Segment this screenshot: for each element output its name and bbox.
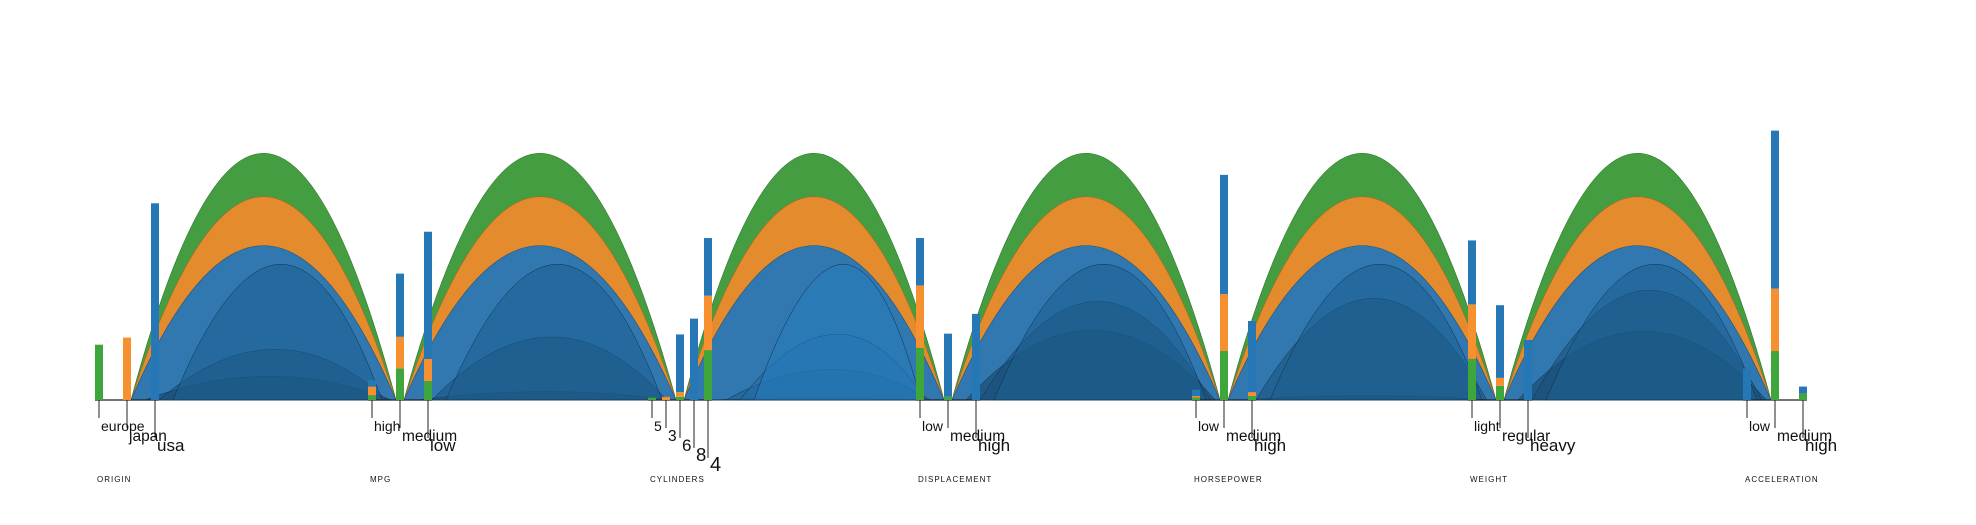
bar-acceleration-high-europe: [1799, 393, 1807, 400]
bar-displacement-low-europe: [916, 347, 924, 400]
dim-title-mpg: MPG: [370, 475, 391, 484]
label-displacement-low: low: [922, 418, 944, 434]
label-cylinders-3: 3: [668, 428, 677, 445]
bar-origin-usa-usa: [151, 203, 159, 400]
label-origin-japan: japan: [128, 428, 167, 445]
dim-title-weight: WEIGHT: [1470, 475, 1508, 484]
bar-acceleration-medium-japan: [1771, 288, 1779, 352]
bar-horsepower-low-europe: [1192, 397, 1200, 400]
ribbon-cylinders-cat-4: [753, 264, 921, 401]
category-bars-layer: [95, 130, 1807, 400]
bar-horsepower-medium-japan: [1220, 294, 1228, 352]
dim-title-acceleration: ACCELERATION: [1745, 475, 1819, 484]
bar-horsepower-high-usa: [1248, 321, 1256, 393]
label-horsepower-low: low: [1198, 418, 1220, 434]
bar-cylinders-3-japan: [662, 396, 670, 400]
bar-mpg-medium-japan: [396, 336, 404, 369]
bar-displacement-medium-usa: [944, 333, 952, 397]
label-weight-heavy: heavy: [1530, 436, 1576, 455]
bar-mpg-high-europe: [368, 395, 376, 400]
bar-horsepower-high-japan: [1248, 392, 1256, 397]
bar-displacement-low-japan: [916, 285, 924, 348]
bar-displacement-low-usa: [916, 238, 924, 286]
label-weight-light: light: [1474, 418, 1500, 434]
bar-cylinders-4-japan: [704, 295, 712, 351]
bar-origin-japan-japan: [123, 337, 131, 400]
bar-cylinders-4-europe: [704, 350, 712, 400]
bar-mpg-low-japan: [424, 358, 432, 382]
bar-horsepower-medium-usa: [1220, 174, 1228, 295]
bar-displacement-high-usa: [972, 313, 980, 400]
bar-weight-regular-europe: [1496, 385, 1504, 400]
bar-cylinders-6-europe: [676, 396, 684, 400]
bar-mpg-low-usa: [424, 231, 432, 359]
bar-acceleration-medium-europe: [1771, 351, 1779, 400]
bar-cylinders-4-usa: [704, 238, 712, 296]
bar-weight-light-usa: [1468, 240, 1476, 305]
bar-horsepower-medium-europe: [1220, 351, 1228, 400]
bar-displacement-medium-europe: [944, 396, 952, 400]
ribbon-horsepower-cat-high: [1269, 264, 1483, 401]
ribbon-mpg-cat-low: [445, 264, 663, 401]
dim-title-cylinders: CYLINDERS: [650, 475, 705, 484]
label-displacement-medium: medium: [950, 428, 1005, 445]
dim-title-displacement: DISPLACEMENT: [918, 475, 992, 484]
label-mpg-high: high: [374, 418, 400, 434]
bar-cylinders-6-usa: [676, 334, 684, 393]
label-mpg-low: low: [430, 436, 456, 455]
label-horsepower-high: high: [1254, 436, 1286, 455]
bar-acceleration-high-usa: [1799, 386, 1807, 394]
bar-cylinders-6-japan: [676, 392, 684, 397]
bar-cylinders-8-usa: [690, 318, 698, 400]
bar-mpg-high-japan: [368, 386, 376, 396]
label-displacement-high: high: [978, 436, 1010, 455]
label-cylinders-4: 4: [710, 454, 721, 476]
label-origin-usa: usa: [157, 436, 185, 455]
bar-acceleration-medium-usa: [1771, 130, 1779, 289]
label-mpg-medium: medium: [402, 428, 457, 445]
bar-weight-regular-japan: [1496, 377, 1504, 386]
dim-title-horsepower: HORSEPOWER: [1194, 475, 1263, 484]
bar-mpg-medium-europe: [396, 368, 404, 400]
ribbon-origin-cat-usa: [172, 264, 383, 401]
label-cylinders-6: 6: [682, 436, 691, 455]
bar-weight-heavy-usa: [1524, 339, 1532, 400]
label-cylinders-5: 5: [654, 418, 662, 434]
bar-weight-light-europe: [1468, 358, 1476, 400]
bar-horsepower-high-europe: [1248, 396, 1256, 400]
label-horsepower-medium: medium: [1226, 428, 1281, 445]
bar-mpg-low-europe: [424, 381, 432, 400]
bar-mpg-high-usa: [368, 380, 376, 387]
label-origin-europe: europe: [101, 418, 145, 434]
bar-mpg-medium-usa: [396, 273, 404, 337]
bar-origin-europe-europe: [95, 344, 103, 400]
bar-weight-light-japan: [1468, 304, 1476, 359]
bar-cylinders-5-europe: [648, 397, 656, 400]
label-weight-regular: regular: [1502, 428, 1550, 445]
label-acceleration-high: high: [1805, 436, 1837, 455]
ribbon-weight-cat-heavy: [1545, 264, 1758, 401]
label-acceleration-low: low: [1749, 418, 1771, 434]
dim-title-origin: ORIGIN: [97, 475, 131, 484]
ribbon-displacement-cat-high: [993, 264, 1207, 401]
label-acceleration-medium: medium: [1777, 428, 1832, 445]
ribbon-layer: [130, 152, 1772, 401]
label-cylinders-8: 8: [696, 444, 706, 465]
bar-horsepower-low-japan: [1192, 396, 1200, 398]
bar-acceleration-low-usa: [1743, 368, 1751, 400]
bar-horsepower-low-usa: [1192, 389, 1200, 397]
bar-weight-regular-usa: [1496, 305, 1504, 378]
